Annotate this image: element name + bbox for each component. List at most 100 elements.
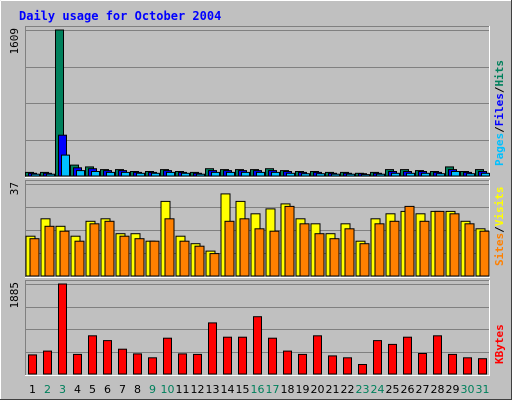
day-label-19: 19 <box>296 383 310 396</box>
bar-sites-day-20 <box>314 233 325 277</box>
day-label-25: 25 <box>386 383 400 396</box>
bar-sites-day-25 <box>389 220 400 277</box>
bar-kbytes-day-30 <box>463 357 472 375</box>
bar-pages-day-8 <box>136 172 145 177</box>
bar-sites-day-7 <box>119 235 130 277</box>
day-label-15: 15 <box>236 383 250 396</box>
bar-pages-day-19 <box>301 173 310 177</box>
panel-kbytes-legend-item: KBytes <box>493 324 506 364</box>
panel-hits-files-pages-legend-item: Files <box>493 93 506 126</box>
bar-kbytes-day-7 <box>118 348 127 375</box>
bar-sites-day-14 <box>224 220 235 277</box>
bar-sites-day-26 <box>404 205 415 277</box>
bar-pages-day-10 <box>166 171 175 177</box>
bar-pages-day-28 <box>436 173 445 177</box>
day-label-3: 3 <box>59 383 66 396</box>
bar-kbytes-day-5 <box>88 335 97 375</box>
bar-pages-day-7 <box>121 171 130 177</box>
bar-pages-day-18 <box>286 172 295 177</box>
bar-kbytes-day-24 <box>373 340 382 375</box>
day-label-5: 5 <box>89 383 96 396</box>
panel-visits-sites-max-label: 37 <box>8 182 21 195</box>
bar-sites-day-2 <box>44 225 55 277</box>
bar-pages-day-14 <box>226 171 235 177</box>
bar-kbytes-day-6 <box>103 340 112 375</box>
day-labels-group: 1 2 3 4 5 6 7 8 9 10 11 12 13 14 15 16 17 18 19 20 21 22 23 24 2… <box>29 383 490 396</box>
bar-kbytes-day-27 <box>418 353 427 375</box>
panel-kbytes: 1885 KBytes <box>8 280 506 376</box>
bar-kbytes-day-28 <box>433 335 442 375</box>
bar-pages-day-16 <box>256 171 265 177</box>
bar-pages-day-21 <box>331 173 340 177</box>
bar-sites-day-31 <box>479 230 490 277</box>
bar-kbytes-day-29 <box>448 353 457 375</box>
day-label-2: 2 <box>44 383 51 396</box>
bar-kbytes-day-20 <box>313 335 322 375</box>
day-label-27: 27 <box>416 383 430 396</box>
bar-pages-day-11 <box>181 172 190 177</box>
day-label-11: 11 <box>176 383 190 396</box>
bar-pages-day-29 <box>451 171 460 177</box>
bar-kbytes-day-16 <box>253 316 262 375</box>
bar-kbytes-day-11 <box>178 353 187 375</box>
panel-kbytes-legend: KBytes <box>493 324 506 364</box>
panel-visits-sites: 37 Sites/Visits <box>8 180 506 278</box>
day-label-29: 29 <box>446 383 460 396</box>
bar-sites-day-1 <box>29 238 40 277</box>
panel-visits-sites-legend: Sites/Visits <box>493 187 506 267</box>
day-label-13: 13 <box>206 383 220 396</box>
bar-kbytes-day-17 <box>268 337 277 375</box>
day-label-26: 26 <box>401 383 415 396</box>
day-label-21: 21 <box>326 383 340 396</box>
bar-pages-day-17 <box>271 171 280 177</box>
bar-kbytes-day-26 <box>403 336 412 375</box>
day-label-17: 17 <box>266 383 280 396</box>
bar-pages-day-12 <box>196 173 205 177</box>
bar-sites-day-6 <box>104 220 115 277</box>
day-label-16: 16 <box>251 383 265 396</box>
bar-sites-day-27 <box>419 220 430 277</box>
bar-pages-day-30 <box>466 173 475 177</box>
bar-pages-day-4 <box>76 170 85 177</box>
bar-kbytes-day-4 <box>73 353 82 375</box>
bar-sites-day-29 <box>449 213 460 277</box>
bar-pages-day-22 <box>346 173 355 177</box>
bar-sites-day-13 <box>209 253 220 277</box>
day-label-4: 4 <box>74 383 81 396</box>
bar-kbytes-day-12 <box>193 353 202 375</box>
bar-pages-day-15 <box>241 171 250 177</box>
bar-kbytes-day-15 <box>238 336 247 375</box>
bar-kbytes-day-3 <box>58 283 67 375</box>
bar-kbytes-day-14 <box>223 336 232 375</box>
day-label-12: 12 <box>191 383 205 396</box>
bar-sites-day-19 <box>299 223 310 277</box>
bar-sites-day-4 <box>74 240 85 277</box>
day-label-7: 7 <box>119 383 126 396</box>
bar-pages-day-24 <box>376 173 385 177</box>
bar-sites-day-16 <box>254 228 265 277</box>
bar-pages-day-6 <box>106 171 115 177</box>
bar-pages-day-5 <box>91 171 100 177</box>
bar-pages-day-2 <box>46 173 55 177</box>
bar-sites-day-22 <box>344 228 355 277</box>
bar-pages-day-25 <box>391 172 400 177</box>
bar-sites-day-9 <box>149 240 160 277</box>
bar-kbytes-day-23 <box>358 364 367 375</box>
day-label-20: 20 <box>311 383 325 396</box>
day-label-10: 10 <box>161 383 175 396</box>
bar-sites-day-11 <box>179 240 190 277</box>
day-label-22: 22 <box>341 383 355 396</box>
bar-kbytes-day-31 <box>478 358 487 375</box>
bar-sites-day-12 <box>194 245 205 277</box>
chart-title: Daily usage for October 2004 <box>19 9 221 23</box>
day-label-6: 6 <box>104 383 111 396</box>
bar-kbytes-day-13 <box>208 322 217 375</box>
bar-pages-day-20 <box>316 173 325 177</box>
bar-sites-day-23 <box>359 243 370 277</box>
bar-kbytes-day-22 <box>343 357 352 375</box>
bar-pages-day-27 <box>421 172 430 177</box>
bar-pages-day-31 <box>481 172 490 177</box>
panel-visits-sites-legend-item: Visits <box>493 187 506 227</box>
